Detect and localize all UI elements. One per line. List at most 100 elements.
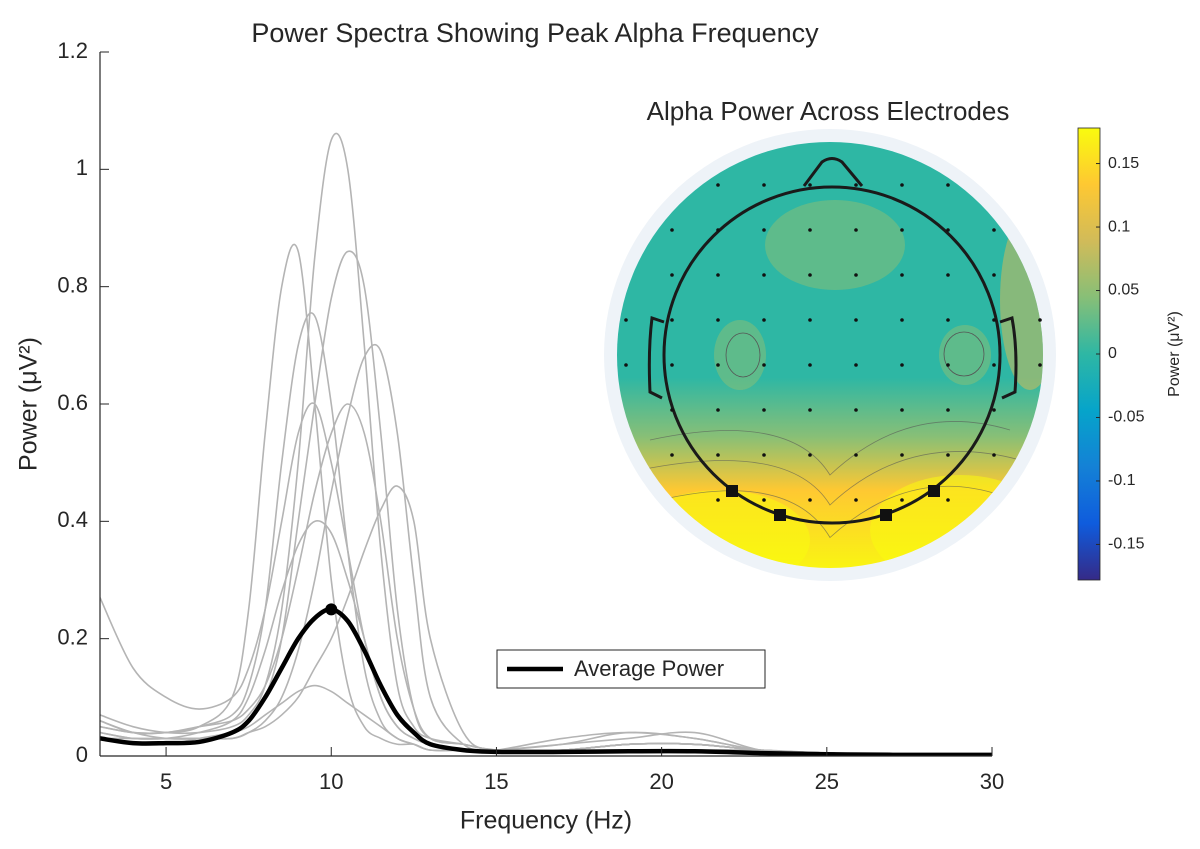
y-tick-label: 1.2 (57, 38, 88, 63)
plot-lines (100, 132, 992, 756)
colorbar-tick-label: 0.15 (1108, 155, 1139, 172)
electrode (900, 363, 904, 367)
electrode (808, 363, 812, 367)
electrode (946, 183, 950, 187)
x-tick-label: 20 (649, 769, 673, 794)
electrode (762, 498, 766, 502)
selected-electrode (774, 509, 786, 521)
x-tick-label: 25 (815, 769, 839, 794)
topo-blob (765, 200, 905, 290)
electrode (946, 408, 950, 412)
electrode (900, 228, 904, 232)
electrode (992, 273, 996, 277)
colorbar-tick-label: 0.05 (1108, 282, 1139, 299)
electrode (808, 318, 812, 322)
contour-line (725, 332, 761, 378)
electrode (854, 273, 858, 277)
electrode (670, 273, 674, 277)
x-tick-label: 10 (319, 769, 343, 794)
topoplot-inset: Alpha Power Across Electrodes -0.15-0.1-… (604, 96, 1183, 581)
electrode (762, 363, 766, 367)
y-tick-label: 1 (76, 155, 88, 180)
electrode (808, 408, 812, 412)
electrode (808, 273, 812, 277)
electrode (854, 183, 858, 187)
electrode (716, 273, 720, 277)
electrode (716, 228, 720, 232)
electrode (946, 273, 950, 277)
electrode (900, 273, 904, 277)
x-tick-label: 15 (484, 769, 508, 794)
selected-electrode (726, 485, 738, 497)
electrode (808, 498, 812, 502)
electrode (992, 363, 996, 367)
ear-left (647, 315, 665, 400)
electrode (992, 453, 996, 457)
electrode (992, 228, 996, 232)
spectrum-line (100, 520, 992, 756)
legend-label: Average Power (574, 656, 724, 681)
electrode (854, 318, 858, 322)
electrode (992, 318, 996, 322)
nose (802, 157, 864, 187)
electrode (900, 498, 904, 502)
electrode (946, 363, 950, 367)
electrode (900, 318, 904, 322)
electrode (900, 183, 904, 187)
y-axis-label: Power (μV²) (15, 337, 43, 471)
electrode (762, 453, 766, 457)
electrode (992, 408, 996, 412)
colorbar-tick-label: 0 (1108, 345, 1117, 362)
colorbar-tick-label: -0.15 (1108, 536, 1145, 553)
topo-blob (714, 320, 766, 390)
electrode (854, 408, 858, 412)
electrode (716, 498, 720, 502)
electrode (854, 453, 858, 457)
average-line (100, 607, 992, 756)
electrode (946, 453, 950, 457)
peak-marker (325, 603, 338, 616)
electrode (808, 228, 812, 232)
colorbar-tick-label: -0.05 (1108, 409, 1145, 426)
electrode (670, 453, 674, 457)
inset-title: Alpha Power Across Electrodes (647, 96, 1010, 126)
colorbar: -0.15 -0.1 -0.05 0 0.05 0.1 0.15 (1077, 127, 1145, 581)
colorbar-tick-label: 0.1 (1108, 218, 1130, 235)
contour-line (943, 331, 985, 377)
y-tick-label: 0.6 (57, 390, 88, 415)
y-tick-label: 0.2 (57, 624, 88, 649)
electrode (762, 318, 766, 322)
electrode (762, 228, 766, 232)
electrode (670, 318, 674, 322)
contour-line (649, 421, 1011, 476)
head-outline (647, 157, 1018, 525)
x-axis-label: Frequency (Hz) (460, 807, 632, 835)
electrode (670, 363, 674, 367)
electrode (946, 318, 950, 322)
electrode (716, 183, 720, 187)
electrode (670, 228, 674, 232)
electrode (808, 183, 812, 187)
colorbar-tick-label: -0.1 (1108, 472, 1136, 489)
contour-line (639, 451, 1021, 506)
head (662, 185, 1002, 525)
electrode (716, 408, 720, 412)
chart-title: Power Spectra Showing Peak Alpha Frequen… (251, 18, 819, 48)
x-tick-label: 30 (980, 769, 1004, 794)
electrode (716, 363, 720, 367)
electrode (946, 228, 950, 232)
electrode (854, 498, 858, 502)
electrode (762, 273, 766, 277)
x-tick-label: 5 (160, 769, 172, 794)
selected-electrode (928, 485, 940, 497)
selected-electrode (880, 509, 892, 521)
electrode (1038, 363, 1042, 367)
electrode (716, 318, 720, 322)
electrode (624, 363, 628, 367)
y-tick-label: 0 (76, 742, 88, 767)
ear-right (999, 316, 1018, 400)
colorbar-label: Power (μV²) (1166, 311, 1183, 397)
electrode (670, 408, 674, 412)
y-tick-label: 0.8 (57, 272, 88, 297)
